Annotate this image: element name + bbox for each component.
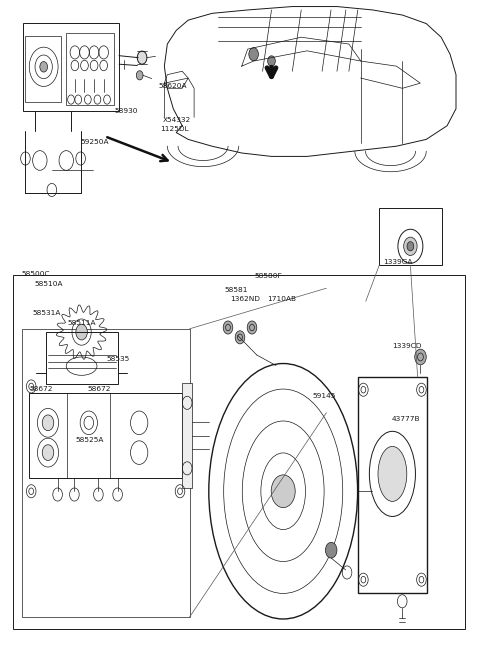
Circle shape: [247, 321, 257, 334]
Circle shape: [137, 51, 147, 64]
Circle shape: [271, 475, 295, 508]
Text: 58535: 58535: [107, 356, 130, 362]
Ellipse shape: [378, 447, 407, 502]
Circle shape: [407, 242, 414, 251]
Circle shape: [415, 349, 426, 365]
Circle shape: [325, 542, 337, 558]
Text: 58511A: 58511A: [67, 320, 96, 326]
Text: 58510A: 58510A: [35, 281, 63, 288]
Text: 58930: 58930: [114, 108, 138, 115]
Bar: [23, 23, 119, 111]
Text: 58620A: 58620A: [158, 83, 187, 90]
Circle shape: [235, 331, 245, 344]
Text: 58672: 58672: [87, 386, 111, 392]
Bar: [182, 383, 192, 488]
Text: 58531A: 58531A: [33, 310, 61, 316]
Text: 1710AB: 1710AB: [267, 296, 296, 303]
Circle shape: [404, 237, 417, 255]
Circle shape: [40, 62, 48, 72]
Bar: [29, 393, 182, 478]
Text: 1339CD: 1339CD: [393, 343, 422, 349]
Bar: [22, 329, 190, 617]
Circle shape: [268, 56, 276, 66]
Bar: [66, 33, 114, 105]
Text: 43777B: 43777B: [392, 416, 420, 422]
Circle shape: [223, 321, 233, 334]
Text: 1339GA: 1339GA: [383, 259, 412, 265]
Bar: [379, 208, 442, 265]
Circle shape: [42, 415, 54, 431]
Text: 58672: 58672: [30, 386, 53, 392]
Circle shape: [249, 48, 258, 61]
Text: 1362ND: 1362ND: [230, 296, 260, 303]
Bar: [46, 332, 118, 384]
Text: 58580F: 58580F: [254, 273, 282, 280]
Bar: [13, 275, 465, 629]
Circle shape: [76, 324, 87, 340]
Text: 58525A: 58525A: [76, 437, 104, 443]
Bar: [358, 377, 427, 593]
Text: 58500C: 58500C: [22, 271, 50, 277]
Text: 59145: 59145: [312, 393, 336, 400]
Circle shape: [136, 71, 143, 80]
Circle shape: [42, 445, 54, 460]
Text: 1125DL: 1125DL: [160, 126, 189, 132]
Text: 59250A: 59250A: [81, 139, 109, 145]
Bar: [25, 36, 61, 102]
Text: 58581: 58581: [225, 286, 248, 293]
Text: X54332: X54332: [163, 117, 192, 123]
